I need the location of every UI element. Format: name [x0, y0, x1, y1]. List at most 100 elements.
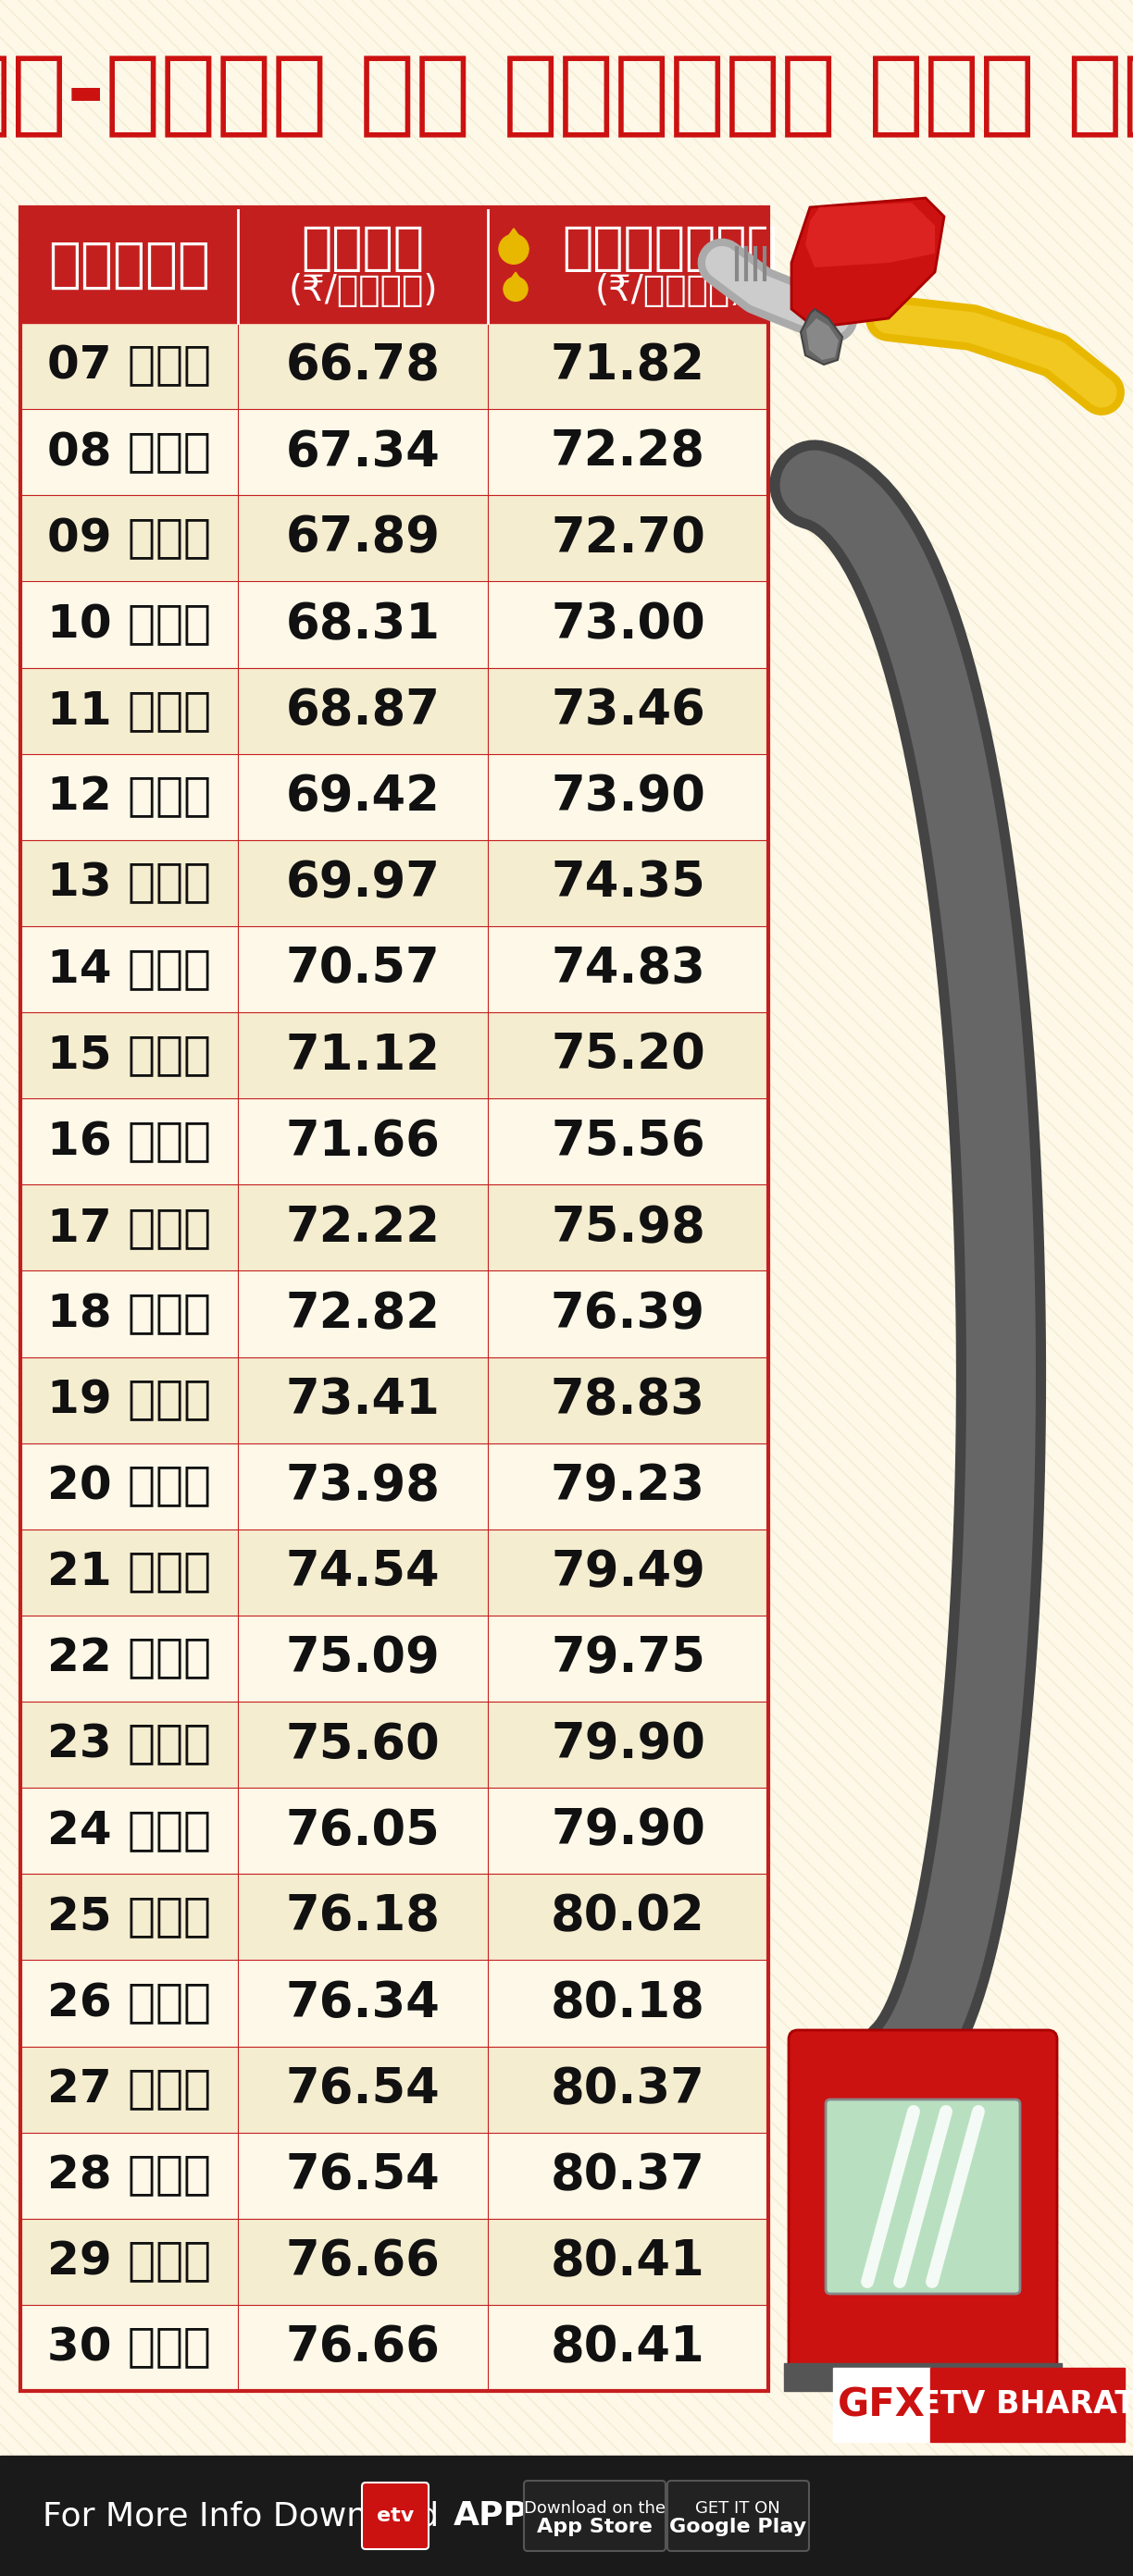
Bar — [20, 2045, 768, 2133]
Text: 76.34: 76.34 — [286, 1978, 440, 2027]
Text: 73.41: 73.41 — [286, 1376, 440, 1425]
Text: 69.42: 69.42 — [286, 773, 440, 822]
Polygon shape — [792, 198, 944, 327]
Text: 21 जून: 21 जून — [48, 1551, 211, 1595]
Bar — [20, 1788, 768, 1873]
Text: 13 जून: 13 जून — [48, 860, 211, 904]
Text: 07 जून: 07 जून — [48, 343, 211, 389]
Text: 70.57: 70.57 — [286, 945, 440, 994]
FancyBboxPatch shape — [667, 2481, 809, 2550]
Bar — [20, 322, 768, 410]
Bar — [20, 755, 768, 840]
Text: 76.54: 76.54 — [286, 2151, 440, 2200]
Text: 76.18: 76.18 — [286, 1893, 440, 1942]
Text: 76.39: 76.39 — [551, 1291, 706, 1337]
Text: 71.82: 71.82 — [551, 343, 706, 389]
Polygon shape — [801, 309, 842, 366]
Text: 73.98: 73.98 — [286, 1463, 440, 1510]
Text: 20 जून: 20 जून — [48, 1463, 211, 1510]
Bar — [930, 2367, 1125, 2442]
Bar — [20, 927, 768, 1012]
Text: 73.00: 73.00 — [551, 600, 705, 649]
FancyBboxPatch shape — [826, 2099, 1020, 2293]
Text: 29 जून: 29 जून — [48, 2239, 211, 2285]
Text: 30 जून: 30 जून — [48, 2326, 211, 2370]
Text: 75.09: 75.09 — [286, 1633, 440, 1682]
Bar — [20, 1873, 768, 1960]
Text: 72.70: 72.70 — [551, 515, 705, 562]
Bar — [20, 1615, 768, 1703]
Text: 71.66: 71.66 — [286, 1118, 440, 1164]
Bar — [20, 1012, 768, 1097]
Text: 27 जून: 27 जून — [48, 2066, 211, 2112]
Bar — [20, 2306, 768, 2391]
Text: 71.12: 71.12 — [286, 1030, 440, 1079]
Text: 19 जून: 19 जून — [48, 1378, 211, 1422]
Bar — [20, 495, 768, 582]
Text: Google Play: Google Play — [670, 2517, 807, 2537]
Text: 75.98: 75.98 — [551, 1203, 705, 1252]
FancyBboxPatch shape — [361, 2483, 428, 2550]
Text: 79.90: 79.90 — [551, 1721, 705, 1770]
Text: 72.22: 72.22 — [286, 1203, 440, 1252]
FancyBboxPatch shape — [523, 2481, 665, 2550]
Text: 17 जून: 17 जून — [48, 1206, 211, 1249]
Bar — [20, 1703, 768, 1788]
Text: 67.89: 67.89 — [286, 515, 440, 562]
Bar — [20, 1097, 768, 1185]
Bar — [20, 2218, 768, 2306]
Text: 10 जून: 10 जून — [48, 603, 211, 647]
Text: 79.90: 79.90 — [551, 1806, 705, 1855]
Text: 79.75: 79.75 — [551, 1633, 705, 1682]
Text: 66.78: 66.78 — [286, 343, 440, 389]
FancyBboxPatch shape — [789, 2030, 1057, 2383]
Text: (₹/लीटर): (₹/लीटर) — [595, 273, 744, 309]
Bar — [20, 206, 768, 2391]
Text: 80.18: 80.18 — [551, 1978, 705, 2027]
Circle shape — [499, 234, 529, 263]
Text: 22 जून: 22 जून — [48, 1636, 211, 1680]
Text: 68.87: 68.87 — [286, 688, 440, 734]
Text: 74.54: 74.54 — [286, 1548, 440, 1597]
Bar — [20, 1443, 768, 1530]
Text: 08 जून: 08 जून — [48, 430, 211, 474]
Text: 76.05: 76.05 — [286, 1806, 440, 1855]
Text: APP: APP — [453, 2501, 529, 2532]
Bar — [20, 410, 768, 495]
Bar — [20, 1270, 768, 1358]
Polygon shape — [503, 273, 528, 289]
Text: 26 जून: 26 जून — [48, 1981, 211, 2025]
Bar — [20, 1358, 768, 1443]
Bar — [20, 2133, 768, 2218]
Text: 75.60: 75.60 — [286, 1721, 440, 1770]
Bar — [20, 206, 768, 322]
Circle shape — [503, 278, 528, 301]
Text: 12 जून: 12 जून — [48, 775, 211, 819]
Bar — [784, 2362, 1062, 2391]
Text: 09 जून: 09 जून — [48, 515, 211, 562]
Text: 73.46: 73.46 — [551, 688, 705, 734]
Text: तारीख: तारीख — [48, 240, 210, 291]
Text: पेट्रोल-डीजल की कीमतों में बढ़ोतरी: पेट्रोल-डीजल की कीमतों में बढ़ोतरी — [0, 52, 1133, 142]
Text: 14 जून: 14 जून — [48, 948, 211, 992]
Text: 11 जून: 11 जून — [48, 688, 211, 734]
Text: 16 जून: 16 जून — [48, 1121, 211, 1164]
Text: ETV BHARAT: ETV BHARAT — [919, 2391, 1133, 2419]
Text: 76.66: 76.66 — [286, 2239, 440, 2285]
Polygon shape — [806, 204, 935, 268]
Bar — [20, 1960, 768, 2045]
Text: 79.49: 79.49 — [551, 1548, 705, 1597]
Text: 72.82: 72.82 — [286, 1291, 440, 1337]
Text: App Store: App Store — [536, 2517, 653, 2537]
Text: 69.97: 69.97 — [286, 858, 440, 907]
Text: etv: etv — [376, 2506, 414, 2524]
Text: पेट्रोल: पेट्रोल — [562, 224, 777, 273]
Bar — [0, 2455, 1133, 2576]
Text: GET IT ON: GET IT ON — [696, 2501, 781, 2517]
Text: 78.83: 78.83 — [551, 1376, 706, 1425]
Text: 76.54: 76.54 — [286, 2066, 440, 2112]
Text: डीजल: डीजल — [301, 224, 425, 273]
Text: 24 जून: 24 जून — [48, 1808, 211, 1852]
Text: 80.02: 80.02 — [551, 1893, 705, 1942]
Text: 28 जून: 28 जून — [48, 2154, 211, 2197]
